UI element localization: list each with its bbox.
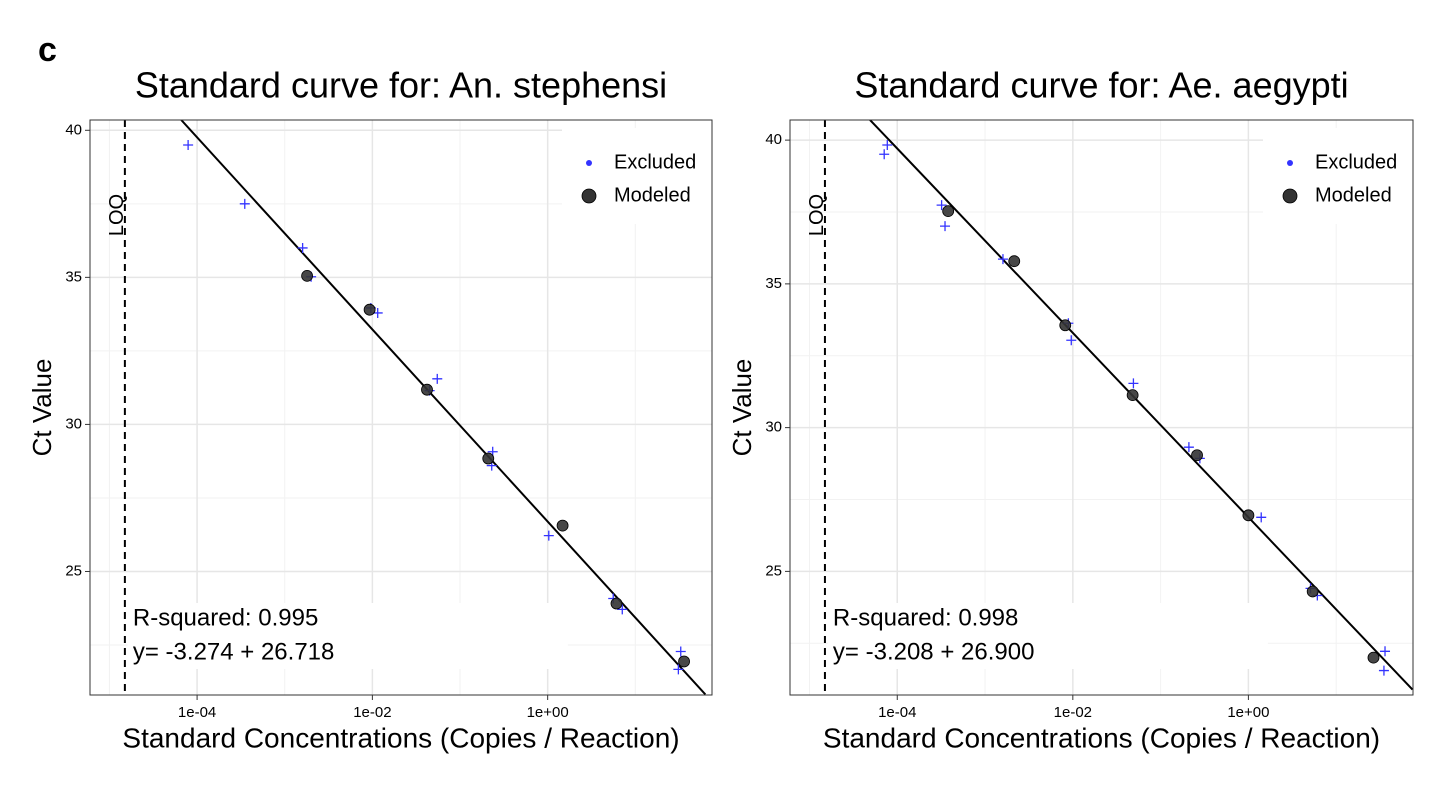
point [1256,512,1267,523]
panel: 1e-04 1e-02 1e+00 25 30 35 40 LOQ R-squared: 0.9… [727,65,1414,753]
annotation: y= -3.208 + 26.900 [833,638,1035,665]
y-tick-label: 35 [65,268,82,285]
x-tick-label: 1e-02 [1054,704,1092,721]
point [239,198,250,209]
point [936,200,947,211]
y-tick-label: 30 [65,415,82,432]
x-axis-title: Standard Concentrations (Copies / Reacti… [122,722,679,753]
point [610,597,623,610]
chart-title: Standard curve for: Ae. aegypti [854,65,1348,106]
point [1128,378,1139,389]
point [942,205,955,218]
point [301,269,314,282]
plot-content [823,120,1413,695]
x-tick-label: 1e-04 [878,704,916,721]
y-tick-label: 40 [765,131,782,148]
annotation-box [827,603,1268,669]
chart-title: Standard curve for: An. stephensi [135,65,667,106]
legend-label: Modeled [614,184,691,206]
point [183,140,194,150]
point [1378,665,1389,676]
point [1066,335,1077,346]
y-tick-label: 40 [65,121,82,138]
legend-marker [1282,188,1298,204]
annotation: R-squared: 0.998 [833,604,1018,631]
point [1380,646,1391,657]
panel-border [789,119,1414,696]
x-tick-label: 1e-04 [178,704,216,721]
annotation: y= -3.274 + 26.718 [133,638,334,665]
legend-marker [586,160,592,166]
legend-marker [581,188,597,204]
loq-label: LOQ [806,194,828,236]
x-axis-title: Standard Concentrations (Copies / Reacti… [823,722,1380,753]
point [1367,651,1380,664]
point [678,655,690,668]
point [1059,319,1072,332]
point [432,373,443,384]
y-tick-label: 30 [765,419,782,436]
point [617,604,628,615]
y-tick-label: 35 [765,275,782,292]
point [1126,389,1139,402]
point [1242,509,1255,522]
y-axis-title: Ct Value [727,359,757,457]
x-tick-label: 1e+00 [1227,704,1269,721]
fit-line [869,120,1413,691]
point [297,242,308,253]
legend-marker [1287,160,1293,166]
point [1183,442,1194,453]
panel: 1e-04 1e-02 1e+00 25 30 35 40 LOQ R-squared: 0.9… [27,65,713,753]
point [1191,449,1203,462]
panel-border [89,119,713,696]
point [879,149,890,160]
annotation-box [127,603,568,669]
x-tick-label: 1e+00 [527,704,569,721]
point [556,519,569,532]
legend-box [1263,128,1413,224]
point [997,254,1008,265]
panel-label: c [38,31,57,69]
point [675,646,686,657]
point [882,140,893,151]
point [940,221,951,232]
point [421,383,433,396]
y-tick-label: 25 [65,562,82,579]
point [482,452,495,465]
legend-box [562,128,712,224]
legend-label: Excluded [1315,151,1397,173]
point [673,664,684,675]
x-tick-label: 1e-02 [353,704,391,721]
point [363,303,376,316]
legend-label: Modeled [1315,184,1392,206]
y-tick-label: 25 [765,562,782,579]
plot-content [123,120,707,695]
legend-label: Excluded [614,151,696,173]
annotation: R-squared: 0.995 [133,604,318,631]
loq-label: LOQ [106,194,128,236]
point [1008,255,1021,268]
point [543,530,554,541]
y-axis-title: Ct Value [27,359,57,457]
point [1306,585,1319,598]
